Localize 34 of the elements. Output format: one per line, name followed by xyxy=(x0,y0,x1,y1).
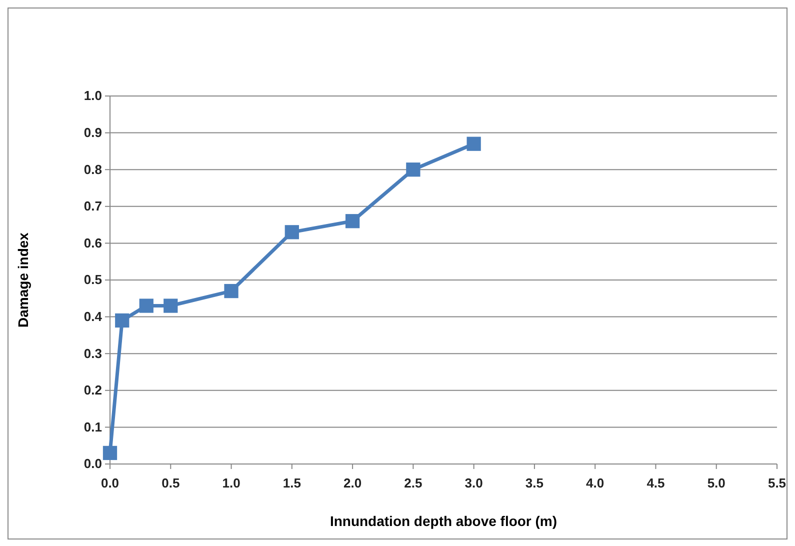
y-axis-title: Damage index xyxy=(15,232,31,328)
y-tick-label: 0.4 xyxy=(84,308,103,324)
x-tick-label: 2.5 xyxy=(404,476,422,491)
y-tick-label: 1.0 xyxy=(84,88,102,104)
x-tick-label: 1.5 xyxy=(282,476,301,491)
point xyxy=(406,162,420,177)
x-tick-label: 0.0 xyxy=(100,476,120,491)
x-tick-label: 4.5 xyxy=(646,476,665,491)
y-tick-label: 0.8 xyxy=(84,162,102,177)
y-tick-label: 0.0 xyxy=(84,456,102,472)
x-tick-label: 3.5 xyxy=(525,476,544,491)
x-tick-label: 4.0 xyxy=(586,476,604,491)
point xyxy=(115,313,130,328)
x-axis-title: Innundation depth above floor (m) xyxy=(330,513,558,529)
x-tick-label: 3.0 xyxy=(464,476,483,491)
point xyxy=(466,136,481,151)
x-tick-label: 0.5 xyxy=(162,476,180,491)
y-tick-label: 0.7 xyxy=(84,198,102,214)
x-tick-label: 1.0 xyxy=(222,476,240,491)
y-tick-label: 0.9 xyxy=(84,124,102,140)
x-tick-label: 5.5 xyxy=(768,476,786,491)
point xyxy=(102,446,118,460)
y-tick-label: 0.5 xyxy=(84,272,102,288)
x-tick-label: 5.0 xyxy=(707,476,726,491)
y-tick-label: 0.1 xyxy=(84,419,102,434)
point xyxy=(284,225,299,240)
point xyxy=(224,284,238,298)
y-tick-label: 0.3 xyxy=(84,346,102,361)
point xyxy=(139,298,154,313)
point xyxy=(164,298,178,313)
y-tick-label: 0.2 xyxy=(84,382,102,398)
x-tick-label: 2.0 xyxy=(344,476,362,491)
point xyxy=(345,214,360,228)
y-tick-label: 0.6 xyxy=(84,235,102,250)
